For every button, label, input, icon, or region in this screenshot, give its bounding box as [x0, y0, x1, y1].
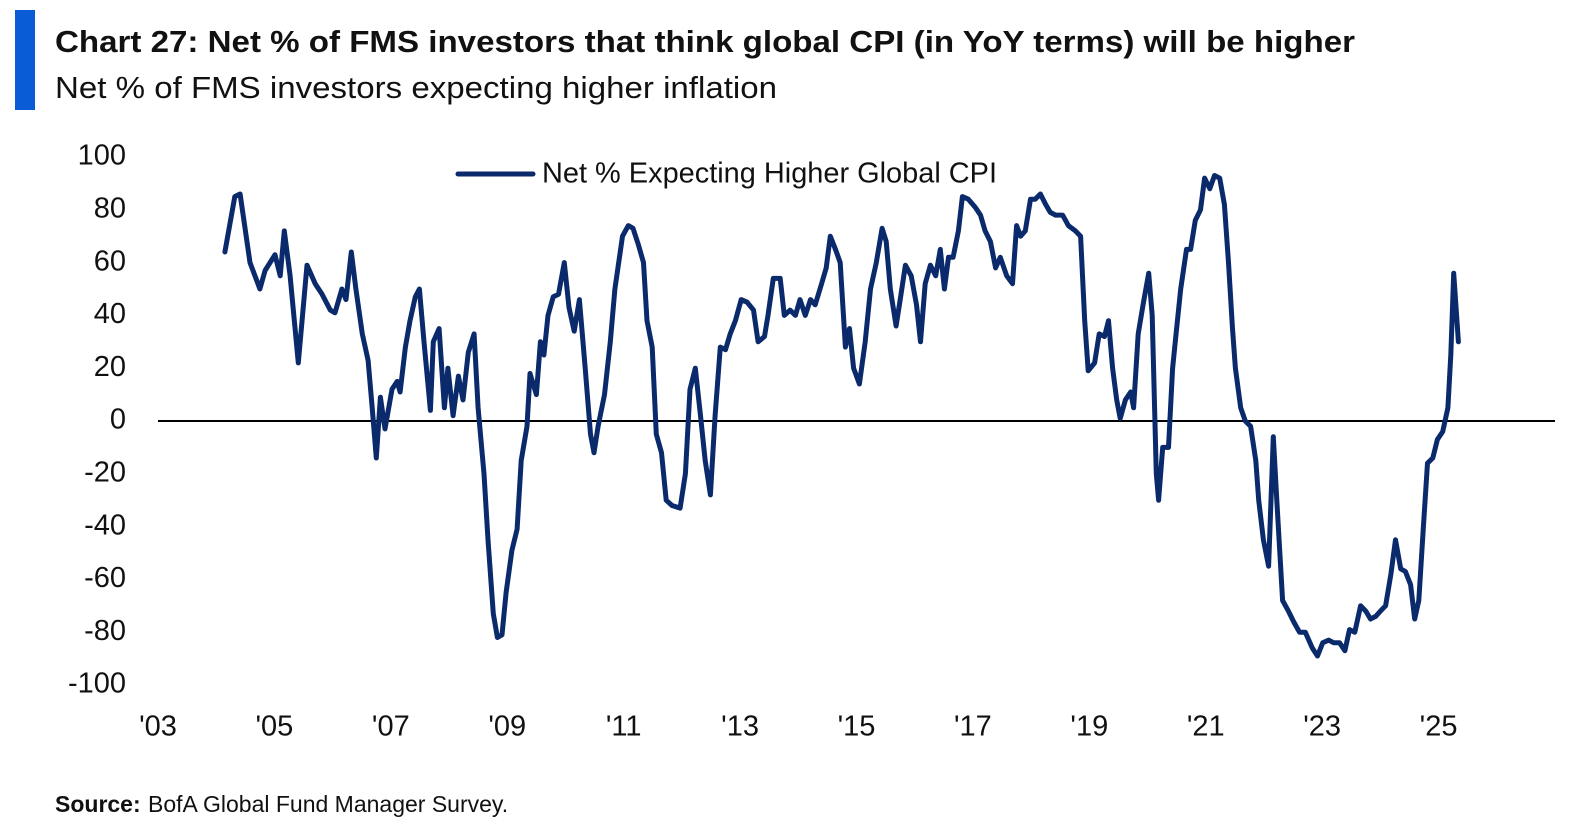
x-tick-label: '25 [1420, 711, 1458, 743]
y-tick-label: -40 [84, 509, 126, 541]
y-tick-label: -80 [84, 615, 126, 647]
legend-label: Net % Expecting Higher Global CPI [542, 158, 997, 190]
x-tick-label: '21 [1187, 711, 1225, 743]
y-tick-label: -100 [68, 668, 126, 700]
y-tick-label: 40 [94, 298, 126, 330]
x-tick-label: '23 [1303, 711, 1341, 743]
x-tick-label: '03 [139, 711, 177, 743]
y-tick-label: -60 [84, 562, 126, 594]
series-line [222, 173, 1461, 659]
x-tick-label: '07 [372, 711, 410, 743]
y-tick-label: 0 [110, 404, 126, 436]
x-tick-label: '13 [721, 711, 759, 743]
y-tick-label: 100 [78, 140, 126, 172]
x-tick-label: '15 [838, 711, 876, 743]
x-tick-label: '05 [256, 711, 294, 743]
y-tick-label: 60 [94, 245, 126, 277]
y-tick-label: 80 [94, 192, 126, 224]
y-tick-label: -20 [84, 456, 126, 488]
chart-subtitle: Net % of FMS investors expecting higher … [55, 70, 777, 105]
x-tick-label: '11 [606, 711, 642, 743]
y-tick-label: 20 [94, 351, 126, 383]
source-text: BofA Global Fund Manager Survey. [148, 791, 508, 817]
chart-title: Chart 27: Net % of FMS investors that th… [55, 24, 1355, 59]
source-label: Source: [55, 791, 141, 817]
title-accent [15, 10, 35, 110]
x-tick-label: '09 [488, 711, 526, 743]
x-tick-label: '19 [1070, 711, 1108, 743]
x-tick-label: '17 [954, 711, 992, 743]
